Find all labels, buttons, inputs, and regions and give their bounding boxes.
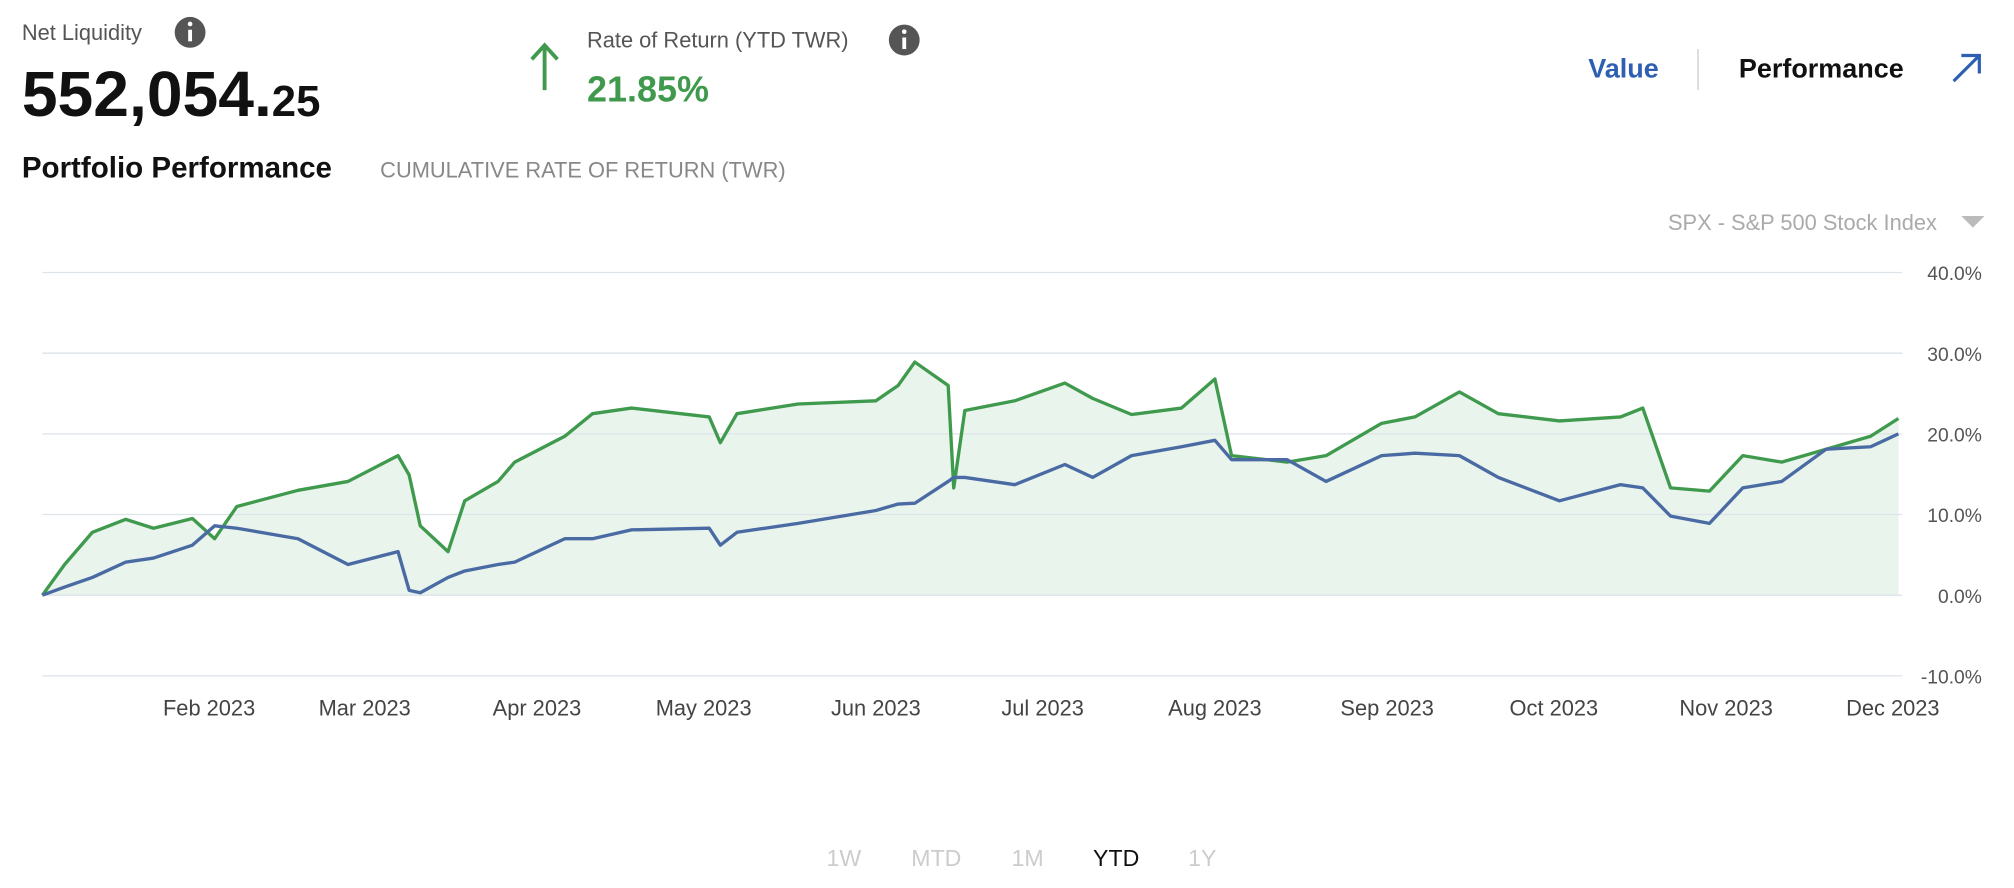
net-liquidity-main: 552,054.	[22, 58, 272, 130]
range-button[interactable]: MTD	[911, 845, 961, 871]
tab-value[interactable]: Value	[1588, 53, 1658, 83]
series-line	[41, 432, 1900, 597]
net-liquidity-cents: 25	[272, 77, 321, 126]
y-tick-label: 0.0%	[1938, 587, 1982, 608]
tab-performance[interactable]: Performance	[1739, 53, 1904, 83]
net-liquidity-label: Net Liquidity	[22, 20, 142, 45]
return-label: Rate of Return (YTD TWR)	[587, 28, 849, 53]
expand-icon[interactable]	[1952, 53, 1981, 83]
section-subtitle: CUMULATIVE RATE OF RETURN (TWR)	[380, 157, 785, 182]
section-title: Portfolio Performance	[22, 151, 332, 184]
x-tick-label: Mar 2023	[319, 696, 411, 721]
series-line	[41, 360, 1900, 597]
x-tick-label: Nov 2023	[1679, 696, 1772, 721]
benchmark-selector[interactable]: SPX - S&P 500 Stock Index	[1668, 210, 1937, 235]
x-tick-label: Sep 2023	[1340, 696, 1433, 721]
range-buttons: 1W MTD 1M YTD 1Y	[827, 845, 1217, 871]
x-tick-label: Apr 2023	[493, 696, 582, 721]
x-tick-label: Jul 2023	[1001, 696, 1084, 721]
x-tick-label: May 2023	[656, 696, 752, 721]
chart: -10.0% 0.0% 10.0% 20.0% 30.0% 40.0% Feb 2023 Ma…	[41, 264, 1982, 721]
up-arrow	[530, 42, 559, 91]
range-button[interactable]: 1W	[827, 845, 862, 871]
y-tick-label: 20.0%	[1927, 426, 1982, 447]
info-icon[interactable]	[888, 24, 920, 56]
x-tick-label: Dec 2023	[1846, 696, 1939, 721]
y-tick-label: 30.0%	[1927, 345, 1982, 366]
y-tick-label: 10.0%	[1927, 506, 1982, 527]
y-tick-label: -10.0%	[1921, 668, 1982, 689]
range-button[interactable]: 1M	[1011, 845, 1043, 871]
info-icon[interactable]	[174, 16, 206, 48]
y-tick-label: 40.0%	[1927, 264, 1982, 285]
x-tick-label: Jun 2023	[831, 696, 921, 721]
dropdown-caret[interactable]	[1961, 216, 1985, 228]
range-button[interactable]: 1Y	[1188, 845, 1216, 871]
x-tick-label: Oct 2023	[1510, 696, 1599, 721]
range-button[interactable]: YTD	[1093, 845, 1139, 871]
return-value: 21.85%	[587, 69, 709, 110]
net-liquidity-value: 552,054.25	[22, 58, 321, 130]
x-tick-label: Aug 2023	[1168, 696, 1261, 721]
x-tick-label: Feb 2023	[163, 696, 255, 721]
